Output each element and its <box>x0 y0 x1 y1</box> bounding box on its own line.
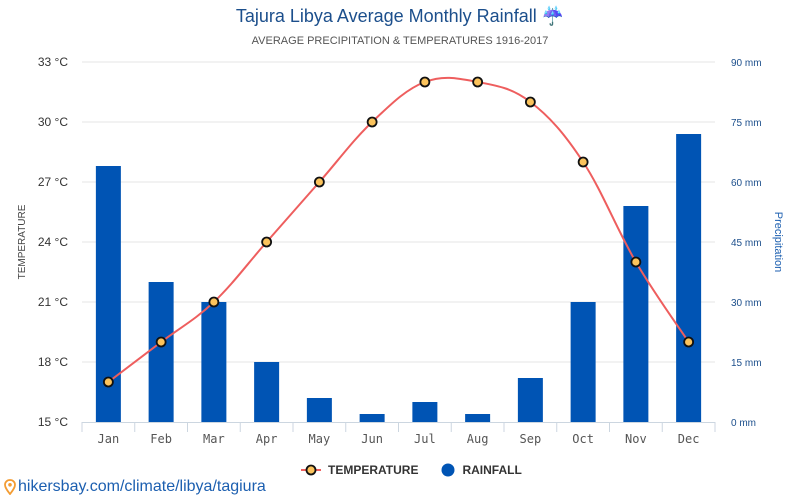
temperature-point-may[interactable] <box>313 176 325 188</box>
temperature-point-feb[interactable] <box>155 336 167 348</box>
temperature-point-apr[interactable] <box>261 236 273 248</box>
x-tick-label-jan: Jan <box>98 432 120 446</box>
y-right-tick-label: 75 mm <box>731 118 762 129</box>
rainfall-bars <box>95 134 702 422</box>
grid-lines <box>82 61 715 363</box>
y-right-tick-label: 30 mm <box>731 298 762 309</box>
rainfall-bar-may[interactable] <box>306 398 332 422</box>
rainfall-bar-mar[interactable] <box>201 302 227 422</box>
x-tick-label-aug: Aug <box>467 432 489 446</box>
y-axis-left-title: TEMPERATURE <box>17 204 28 279</box>
temperature-point-nov[interactable] <box>630 256 642 268</box>
rainfall-temperature-chart: Jan Feb Mar Apr May Jun Jul Aug Sep Oct Nov Dec 15 … <box>17 55 784 446</box>
rainfall-bar-nov[interactable] <box>623 206 649 422</box>
chart-legend: TEMPERATURE RAINFALL <box>300 463 544 477</box>
x-tick-label-feb: Feb <box>150 432 172 446</box>
rainfall-bar-sep[interactable] <box>517 378 543 422</box>
chart-title: Tajura Libya Average Monthly Rainfall ☔ <box>0 6 800 27</box>
temperature-markers <box>102 76 695 388</box>
y-right-tick-label: 15 mm <box>731 358 762 369</box>
rainfall-bar-jul[interactable] <box>412 402 438 422</box>
legend-temperature-label: TEMPERATURE <box>328 463 419 477</box>
x-tick-label-jul: Jul <box>414 432 436 446</box>
chart-subtitle: AVERAGE PRECIPITATION & TEMPERATURES 191… <box>251 35 549 47</box>
source-link-text[interactable]: hikersbay.com/climate/libya/tagiura <box>18 478 266 495</box>
legend-temperature-icon <box>301 464 321 476</box>
x-tick-label-apr: Apr <box>256 432 278 446</box>
temperature-point-mar[interactable] <box>208 296 220 308</box>
x-tick-label-oct: Oct <box>572 432 594 446</box>
temperature-point-oct[interactable] <box>577 156 589 168</box>
temperature-line <box>107 76 690 383</box>
x-tick-label-dec: Dec <box>678 432 700 446</box>
x-tick-label-jun: Jun <box>361 432 383 446</box>
y-left-tick-label: 18 °C <box>38 355 68 369</box>
rainfall-bar-apr[interactable] <box>254 362 280 422</box>
x-tick-label-mar: Mar <box>203 432 225 446</box>
temperature-point-dec[interactable] <box>683 336 695 348</box>
y-axis-left: 15 °C 18 °C 21 °C 24 °C 27 °C 30 °C 33 °C <box>38 55 68 429</box>
rainfall-bar-dec[interactable] <box>676 134 702 422</box>
y-left-tick-label: 21 °C <box>38 295 68 309</box>
temperature-point-jan[interactable] <box>102 376 114 388</box>
x-tick-label-nov: Nov <box>625 432 647 446</box>
legend-rainfall-label: RAINFALL <box>462 463 522 477</box>
rainfall-bar-aug[interactable] <box>465 414 491 422</box>
rainfall-bar-jun[interactable] <box>359 414 385 422</box>
temperature-point-jul[interactable] <box>419 76 431 88</box>
rainfall-bar-oct[interactable] <box>570 302 596 422</box>
y-right-tick-label: 0 mm <box>731 418 756 429</box>
legend-item-rainfall[interactable]: RAINFALL <box>440 463 522 477</box>
umbrella-rain-icon: ☔ <box>541 6 565 26</box>
y-left-tick-label: 15 °C <box>38 415 68 429</box>
legend-item-temperature[interactable]: TEMPERATURE <box>300 463 418 477</box>
chart-title-text: Tajura Libya Average Monthly Rainfall <box>235 6 537 26</box>
y-right-tick-label: 45 mm <box>731 238 762 249</box>
temperature-point-sep[interactable] <box>524 96 536 108</box>
rainfall-bar-feb[interactable] <box>148 282 174 422</box>
y-left-tick-label: 24 °C <box>38 235 68 249</box>
map-pin-icon <box>4 479 16 495</box>
y-right-tick-label: 60 mm <box>731 178 762 189</box>
y-left-tick-label: 30 °C <box>38 115 68 129</box>
x-tick-label-sep: Sep <box>520 432 542 446</box>
y-right-tick-label: 90 mm <box>731 58 762 69</box>
y-left-tick-label: 33 °C <box>38 55 68 69</box>
x-axis: Jan Feb Mar Apr May Jun Jul Aug Sep Oct Nov Dec <box>81 422 716 446</box>
temperature-point-aug[interactable] <box>472 76 484 88</box>
legend-rainfall-icon <box>441 463 455 477</box>
source-link[interactable]: hikersbay.com/climate/libya/tagiura <box>4 478 266 496</box>
y-axis-right: 0 mm 15 mm 30 mm 45 mm 60 mm 75 mm 90 mm <box>731 58 762 429</box>
y-left-tick-label: 27 °C <box>38 175 68 189</box>
y-axis-right-title: Precipitation <box>772 212 784 273</box>
x-tick-label-may: May <box>309 432 331 446</box>
temperature-point-jun[interactable] <box>366 116 378 128</box>
